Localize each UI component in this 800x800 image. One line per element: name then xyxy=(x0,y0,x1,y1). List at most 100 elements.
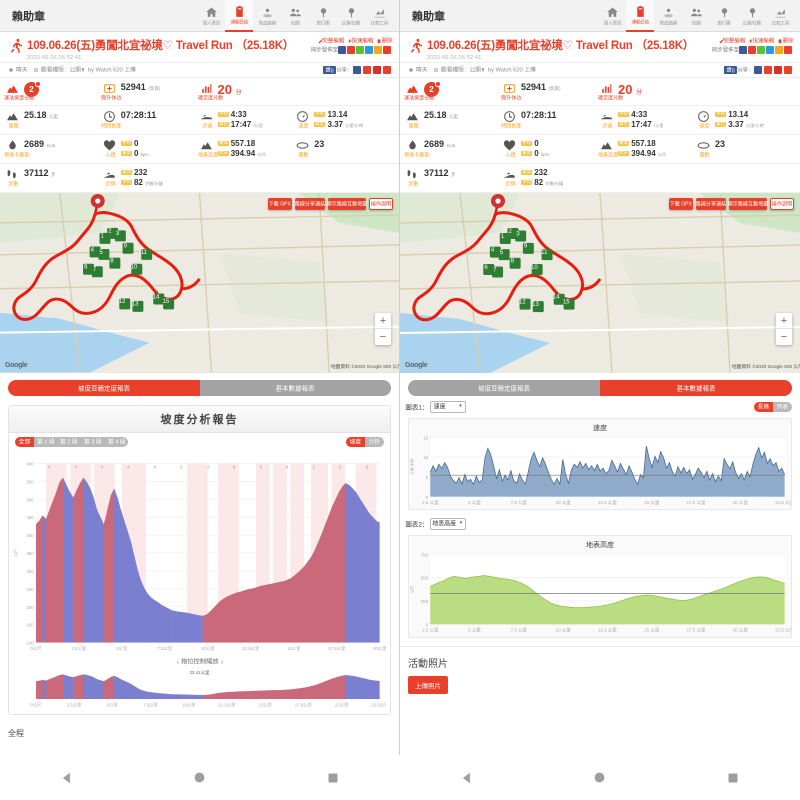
stat-tag-line: 爬升 394.94 公尺 xyxy=(618,149,666,158)
facebook-icon[interactable] xyxy=(353,66,361,74)
link-icon-right[interactable] xyxy=(784,66,792,74)
map-button-0[interactable]: 下載 GPX xyxy=(268,198,292,210)
map-zoom-out[interactable]: − xyxy=(780,331,788,343)
map-button-1[interactable]: 路線分享連結 xyxy=(696,198,726,210)
segment-button-1[interactable]: 第 1 段 xyxy=(33,437,58,447)
map-button-2[interactable]: 顯示路線互動地圖 xyxy=(327,198,367,210)
map-zoom-in[interactable]: + xyxy=(776,313,792,329)
elevation-chart[interactable]: 750 500 250 0 2.5 公里 5 公里 7.5 公里 10 公里 12.5 公里 15… xyxy=(409,550,791,637)
like-button-right[interactable]: 讚 0 xyxy=(724,66,738,74)
nav-tab-5[interactable]: 企業/社團 xyxy=(738,0,766,32)
tab-basic-report-r[interactable]: 基本數據報表 xyxy=(600,380,792,396)
flame-icon xyxy=(9,140,16,150)
route-map[interactable]: 1 2 3 4 5 6 7 8 9 10 11 12 13 14 15 下載 GPX 路線分享連結 顯示路線互動地… xyxy=(400,193,800,373)
nav-tab-3[interactable]: 社團 xyxy=(682,0,710,32)
link-icon[interactable] xyxy=(383,66,391,74)
action-1[interactable]: 快速編輯 xyxy=(347,37,373,44)
map-zoom-controls[interactable]: + − xyxy=(375,313,391,345)
nav-tab-5[interactable]: 企業/社團 xyxy=(337,0,365,32)
share-target-0-icon[interactable] xyxy=(338,46,346,54)
map-zoom-out[interactable]: − xyxy=(379,331,387,343)
nav-tab-0[interactable]: 個人資訊 xyxy=(197,0,225,32)
gmail-icon[interactable] xyxy=(373,66,381,74)
segment-button-0[interactable]: 全部 xyxy=(15,437,34,447)
share-target-1-icon[interactable] xyxy=(748,46,756,54)
share-target-5-icon[interactable] xyxy=(383,46,391,54)
share-target-4-icon[interactable] xyxy=(374,46,382,54)
share-target-3-icon[interactable] xyxy=(766,46,774,54)
nav-tab-1[interactable]: 運動日誌 xyxy=(225,0,253,32)
stat-tag: 爬升 xyxy=(217,150,229,157)
nav-tab-4[interactable]: 旅行團 xyxy=(309,0,337,32)
share-target-3-icon[interactable] xyxy=(365,46,373,54)
home-button[interactable] xyxy=(189,767,211,789)
facebook-icon-right[interactable] xyxy=(754,66,762,74)
like-button[interactable]: 讚 0 xyxy=(323,66,337,74)
map-button-3[interactable]: 操作說明 xyxy=(369,198,393,210)
tab-grade-report[interactable]: 坡度豆積定度報表 xyxy=(8,380,200,396)
chart2-select[interactable]: 地表高度 xyxy=(429,518,467,531)
share-target-0-icon[interactable] xyxy=(739,46,747,54)
stat-cell-empty xyxy=(296,82,393,101)
stat-label: 運法坡度分級 xyxy=(4,94,35,101)
stat-tag-value: 4:33 xyxy=(230,110,247,119)
tab-basic-report[interactable]: 基本數據報表 xyxy=(199,380,391,396)
svg-text:200: 200 xyxy=(26,605,34,610)
android-nav-left xyxy=(0,767,400,789)
share-target-5-icon[interactable] xyxy=(784,46,792,54)
stat-icon-wrap: 步頻 xyxy=(103,168,118,187)
meta-2: by Watch 620 上傳 xyxy=(480,66,535,73)
tab-grade-report-r[interactable]: 坡度豆積定度報表 xyxy=(408,380,600,396)
share-target-1-icon[interactable] xyxy=(347,46,355,54)
action-1[interactable]: 快速編輯 xyxy=(748,37,774,44)
action-2[interactable]: 刪除 xyxy=(777,37,793,44)
cadence-icon xyxy=(103,172,115,178)
recents-button[interactable] xyxy=(722,767,744,789)
home-button[interactable] xyxy=(589,767,611,789)
stat-tag-value: 232 xyxy=(534,168,548,177)
route-map[interactable]: 1 2 3 4 5 6 7 8 9 10 11 12 13 14 15 下載 GPX 路線分享連結 顯示路線互動地… xyxy=(0,193,399,373)
nav-tab-0[interactable]: 個人資訊 xyxy=(598,0,626,32)
share-target-2-icon[interactable] xyxy=(356,46,364,54)
map-zoom-controls[interactable]: + − xyxy=(776,313,792,345)
nav-tab-6[interactable]: 比較工具 xyxy=(766,0,794,32)
grade-chart[interactable]: 600 550 500 450 400 350 300 250 200 150 100 4 4 4 4 4 5 -… xyxy=(9,451,390,655)
map-button-3[interactable]: 操作說明 xyxy=(770,198,794,210)
map-zoom-in[interactable]: + xyxy=(375,313,391,329)
nav-tab-3[interactable]: 社團 xyxy=(281,0,309,32)
instagram-icon[interactable] xyxy=(363,66,371,74)
upload-photo-button[interactable]: 上傳照片 xyxy=(408,676,448,695)
grade-icon xyxy=(407,85,418,93)
segment-button-2[interactable]: 第 2 段 xyxy=(57,437,82,447)
action-0[interactable]: 完整編輯 xyxy=(719,37,745,44)
back-button[interactable] xyxy=(56,767,78,789)
social-right-2: 讚 0 分享： xyxy=(724,66,792,74)
nav-tab-2[interactable]: 熱血路線 xyxy=(654,0,682,32)
grade-toggle-1[interactable]: 分析 xyxy=(365,437,384,447)
speed-chart[interactable]: 15 10 5 0 2.5 公里 5 公里 7.5 公里 10 公里 12.5 公里 15 公里 1… xyxy=(409,433,791,509)
action-2[interactable]: 刪除 xyxy=(376,37,392,44)
segment-button-4[interactable]: 第 4 段 xyxy=(104,437,129,447)
nav-tab-1[interactable]: 運動日誌 xyxy=(626,0,654,32)
basic-toggle-1[interactable]: 列表 xyxy=(773,402,792,412)
grade-toggle-0[interactable]: 坡度 xyxy=(346,437,366,447)
instagram-icon-right[interactable] xyxy=(764,66,772,74)
grade-mini-chart[interactable]: 0公尺 2.5公里 5公里 7.5公里 10公里 12.5公里 15公里 17.5公里 20公里… xyxy=(9,668,390,714)
map-button-1[interactable]: 路線分享連結 xyxy=(295,198,325,210)
chart1-select[interactable]: 速度 xyxy=(429,401,466,413)
svg-text:5公里: 5公里 xyxy=(107,702,119,707)
nav-tab-6[interactable]: 比較工具 xyxy=(365,0,393,32)
basic-toggle-0[interactable]: 長條 xyxy=(754,402,774,412)
nav-tab-label-0: 個人資訊 xyxy=(603,20,621,26)
share-target-2-icon[interactable] xyxy=(757,46,765,54)
gmail-icon-right[interactable] xyxy=(774,66,782,74)
nav-tab-4[interactable]: 旅行團 xyxy=(710,0,738,32)
action-0[interactable]: 完整編輯 xyxy=(318,37,344,44)
segment-button-3[interactable]: 第 3 段 xyxy=(81,437,105,447)
map-button-2[interactable]: 顯示路線互動地圖 xyxy=(728,198,768,210)
map-button-0[interactable]: 下載 GPX xyxy=(669,198,693,210)
nav-tab-2[interactable]: 熱血路線 xyxy=(253,0,281,32)
recents-button[interactable] xyxy=(322,767,344,789)
share-target-4-icon[interactable] xyxy=(775,46,783,54)
back-button[interactable] xyxy=(456,767,478,789)
